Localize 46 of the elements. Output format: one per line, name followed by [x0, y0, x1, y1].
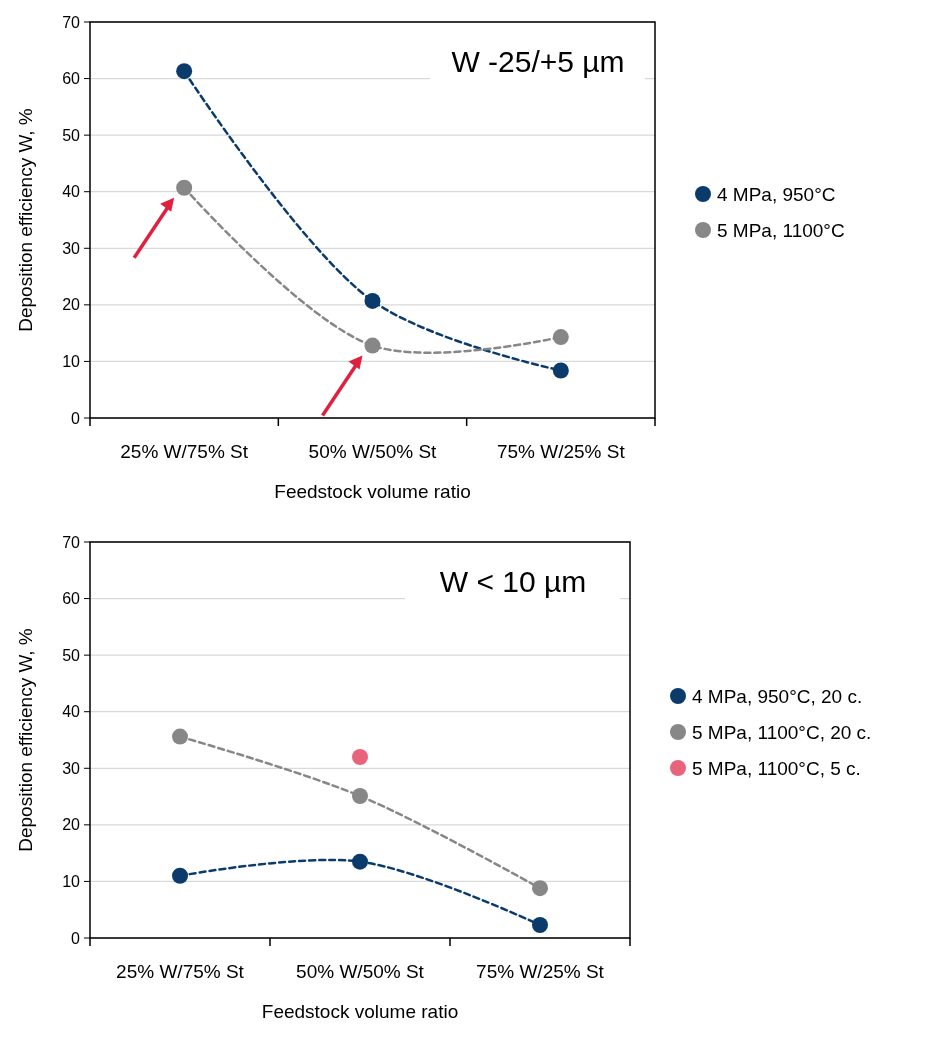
- text: W -25/+5 µm: [451, 45, 625, 78]
- point: [364, 337, 381, 354]
- text: W < 10 µm: [439, 565, 587, 598]
- legend-label: 5 MPa, 1100°C: [717, 219, 845, 241]
- y-tick-label: 30: [62, 239, 81, 257]
- y-tick-label: 10: [62, 873, 81, 891]
- point: [364, 292, 381, 309]
- x-tick-label: 50% W/50% St: [296, 961, 425, 982]
- x-tick-label: 25% W/75% St: [116, 961, 245, 982]
- y-axis-title: Deposition efficiency W, %: [15, 108, 36, 332]
- y-tick-label: 50: [62, 646, 81, 664]
- x-axis-title: Feedstock volume ratio: [274, 481, 471, 502]
- point: [552, 362, 569, 379]
- y-tick-label: 30: [62, 759, 81, 777]
- x-tick-label: 50% W/50% St: [308, 441, 438, 462]
- y-tick-label: 70: [62, 533, 81, 551]
- y-tick-label: 50: [62, 126, 81, 144]
- point: [176, 179, 193, 196]
- point: [176, 63, 193, 80]
- y-tick-label: 0: [71, 929, 81, 947]
- point: [352, 748, 368, 765]
- y-tick-label: 70: [62, 13, 81, 31]
- point: [552, 329, 569, 346]
- y-tick-label: 60: [62, 590, 81, 608]
- y-axis-title: Deposition efficiency W, %: [15, 628, 36, 852]
- x-axis-title: Feedstock volume ratio: [261, 1001, 459, 1022]
- y-tick-label: 40: [62, 183, 81, 201]
- legend-label: 5 MPa, 1100°C, 5 c.: [692, 757, 861, 779]
- point: [532, 916, 548, 933]
- point: [352, 853, 368, 870]
- y-tick-label: 40: [62, 703, 81, 721]
- y-tick-label: 60: [62, 70, 81, 88]
- legend-label: 5 MPa, 1100°C, 20 c.: [692, 721, 872, 743]
- point: [172, 728, 188, 745]
- legend-label: 4 MPa, 950°C: [717, 183, 836, 205]
- point: [352, 788, 368, 805]
- x-tick-label: 75% W/25% St: [496, 441, 626, 462]
- y-tick-label: 20: [62, 296, 81, 314]
- y-tick-label: 0: [71, 409, 81, 427]
- x-tick-label: 75% W/25% St: [476, 961, 605, 982]
- y-tick-label: 10: [62, 353, 81, 371]
- legend-label: 4 MPa, 950°C, 20 c.: [692, 685, 863, 707]
- point: [172, 867, 188, 884]
- y-tick-label: 20: [62, 816, 81, 834]
- point: [532, 880, 548, 897]
- x-tick-label: 25% W/75% St: [120, 441, 249, 462]
